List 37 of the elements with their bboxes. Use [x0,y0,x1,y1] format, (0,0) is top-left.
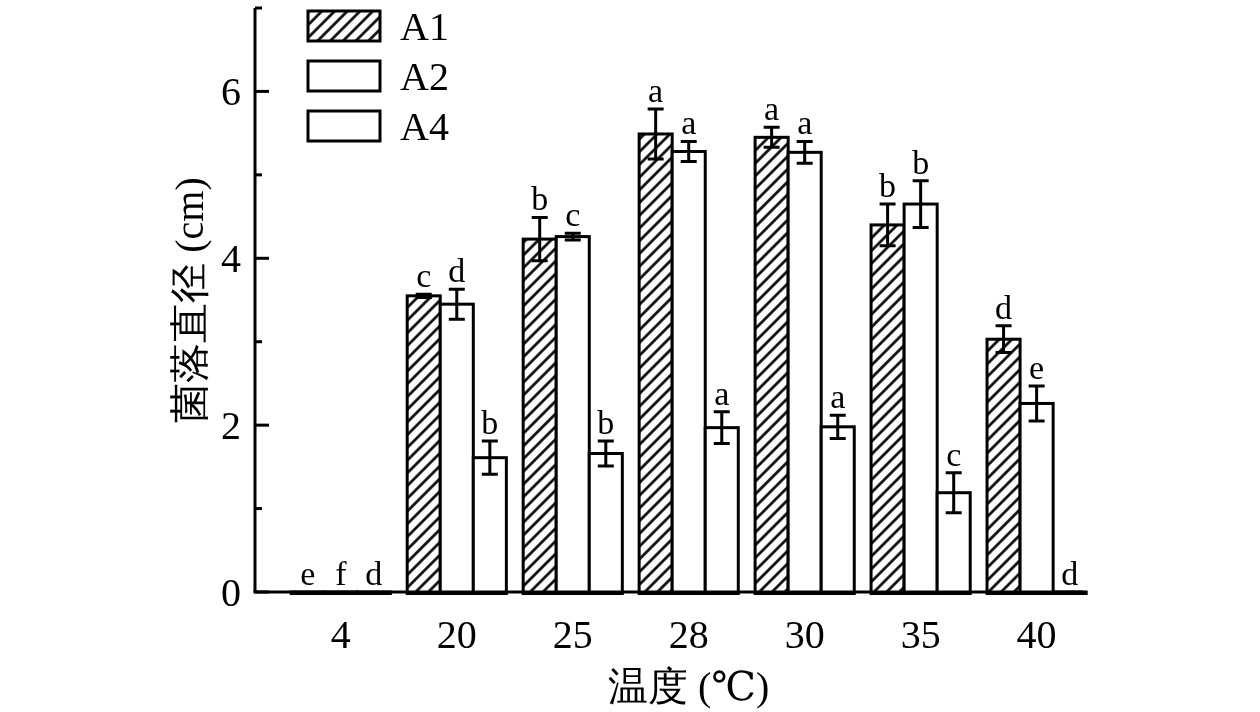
data-label: e [300,555,316,592]
y-tick-label: 0 [221,570,241,615]
y-tick-label: 2 [221,403,241,449]
y-axis-title: 菌落直径 (cm) [167,177,212,423]
legend-label: A4 [400,104,449,149]
x-tick-label: 30 [784,612,825,657]
data-label: b [481,403,499,441]
data-label: b [912,143,930,181]
data-label: a [830,378,846,416]
legend-label: A2 [400,54,449,99]
data-label: a [764,90,780,128]
data-label: c [565,196,581,234]
y-tick-label: 4 [221,236,241,282]
x-tick-label: 40 [1016,612,1057,657]
x-tick-label: 28 [668,612,709,657]
data-label: d [995,288,1013,326]
x-tick-label: 20 [436,612,477,657]
data-label: f [335,555,348,592]
data-label: e [1029,348,1045,386]
data-label: a [797,104,813,142]
data-label: d [365,555,383,592]
x-axis-title: 温度 (℃) [608,664,770,709]
data-label: a [648,71,664,109]
legend-label: A1 [400,4,449,49]
x-tick-label: 35 [900,612,941,657]
x-tick-label: 25 [552,612,593,657]
data-label: c [416,257,432,295]
data-label: b [531,180,549,218]
y-tick-label: 6 [221,69,241,115]
data-label: a [714,374,730,412]
data-label: d [1061,555,1079,592]
data-label: b [597,403,615,441]
data-label: d [448,252,466,290]
data-label: b [879,167,897,205]
data-label: a [681,104,697,142]
x-tick-label: 4 [330,612,351,657]
data-label: c [946,435,962,473]
